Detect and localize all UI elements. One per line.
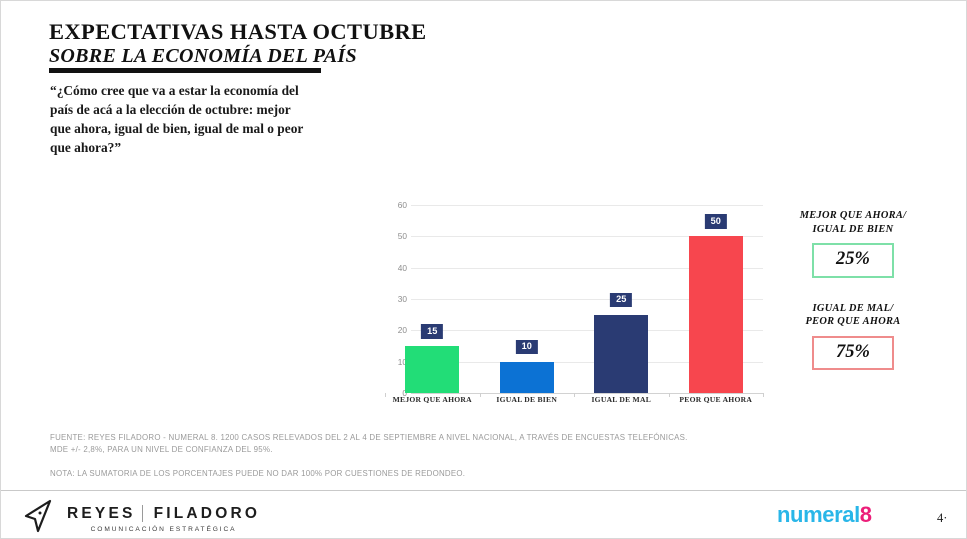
y-axis-tick: 30: [397, 294, 407, 304]
x-axis-label: PEOR QUE AHORA: [679, 395, 753, 404]
summary-panel: MEJOR QUE AHORA/ IGUAL DE BIEN 25% IGUAL…: [773, 209, 933, 371]
arrow-cursor-icon: [23, 499, 53, 538]
title-main: EXPECTATIVAS HASTA OCTUBRE: [49, 19, 427, 44]
source-note: FUENTE: REYES FILADORO - NUMERAL 8. 1200…: [50, 433, 688, 454]
bar[interactable]: 50: [688, 214, 743, 393]
bar-value-label: 50: [704, 214, 727, 230]
bar-slot: 25: [574, 205, 669, 393]
x-axis-tick: [668, 393, 670, 397]
brand-second: FILADORO: [153, 504, 261, 522]
survey-question: “¿Cómo cree que va a estar la economía d…: [50, 83, 304, 156]
bar-value-label: 10: [515, 339, 538, 355]
brand-divider: [141, 505, 143, 522]
rounding-note: NOTA: LA SUMATORIA DE LOS PORCENTAJES PU…: [50, 468, 466, 478]
gridline: [411, 267, 763, 269]
summary-label: MEJOR QUE AHORA/ IGUAL DE BIEN: [773, 209, 933, 236]
y-axis-tick: 0: [402, 388, 407, 398]
bar-slot: 10: [480, 205, 575, 393]
summary-block-positive: MEJOR QUE AHORA/ IGUAL DE BIEN 25%: [773, 209, 933, 278]
gridline: [411, 330, 763, 332]
title-rule-divider: [49, 68, 321, 73]
page-title: EXPECTATIVAS HASTA OCTUBRE SOBRE LA ECON…: [49, 19, 529, 68]
summary-label-line1: IGUAL DE MAL/: [812, 302, 894, 314]
gridline: [411, 236, 763, 238]
x-axis-label: IGUAL DE MAL: [591, 395, 652, 404]
numeral8-logo: numeral8: [777, 504, 872, 526]
summary-block-negative: IGUAL DE MAL/ PEOR QUE AHORA 75%: [773, 302, 933, 371]
numeral-digit: 8: [859, 502, 872, 527]
brand-first: REYES: [67, 504, 136, 522]
footer-brand: REYES FILADORO COMUNICACIÓN ESTRATÉGICA: [23, 499, 260, 538]
bar-value-label: 15: [421, 324, 444, 339]
y-axis-tick: 50: [397, 231, 407, 242]
footnotes: FUENTE: REYES FILADORO - NUMERAL 8. 1200…: [50, 432, 690, 480]
x-axis-tick: [385, 393, 386, 397]
x-axis-tick: [574, 393, 575, 397]
bar-chart: 0 10 20 30 40 50 60 15 10 25: [359, 199, 764, 407]
brand-names: REYES FILADORO: [67, 505, 260, 523]
bar[interactable]: 25: [594, 292, 649, 393]
gridline: [411, 299, 763, 300]
title-subtitle: SOBRE LA ECONOMÍA DEL PAÍS: [49, 45, 357, 68]
y-axis-tick: 10: [397, 356, 407, 367]
summary-label: IGUAL DE MAL/ PEOR QUE AHORA: [773, 302, 933, 329]
summary-value-negative: 75%: [812, 336, 894, 371]
gridline: [411, 205, 763, 206]
chart-bars: 15 10 25 50: [385, 205, 763, 393]
summary-label-line1: MEJOR QUE AHORA/: [799, 210, 907, 221]
y-axis-tick: 60: [397, 200, 407, 210]
x-axis-tick: [479, 393, 481, 397]
numeral-word: numeral: [777, 502, 860, 527]
page-number: 4·: [937, 511, 948, 525]
brand-text: REYES FILADORO COMUNICACIÓN ESTRATÉGICA: [67, 505, 260, 533]
bar-slot: 50: [669, 205, 764, 393]
chart-plot-area: 0 10 20 30 40 50 60: [385, 200, 763, 398]
x-axis-label: MEJOR QUE AHORA: [392, 395, 472, 404]
bar-slot: 15: [385, 205, 480, 393]
bar[interactable]: 15: [405, 324, 460, 393]
y-axis-tick: 40: [397, 262, 407, 273]
y-axis-tick: 20: [397, 325, 407, 336]
summary-value-positive: 25%: [812, 243, 894, 278]
brand-tagline: COMUNICACIÓN ESTRATÉGICA: [90, 525, 237, 533]
gridline: [411, 393, 763, 394]
bar[interactable]: 10: [499, 339, 554, 393]
summary-label-line2: IGUAL DE BIEN: [812, 223, 894, 235]
x-axis-tick: [763, 393, 764, 397]
summary-label-line2: PEOR QUE AHORA: [805, 316, 901, 328]
bar-value-label: 25: [610, 292, 633, 308]
chart-x-axis-labels: MEJOR QUE AHORA IGUAL DE BIEN IGUAL DE M…: [385, 395, 763, 404]
x-axis-label: IGUAL DE BIEN: [496, 395, 558, 404]
footer-divider: [1, 490, 966, 491]
gridline: [411, 361, 763, 363]
